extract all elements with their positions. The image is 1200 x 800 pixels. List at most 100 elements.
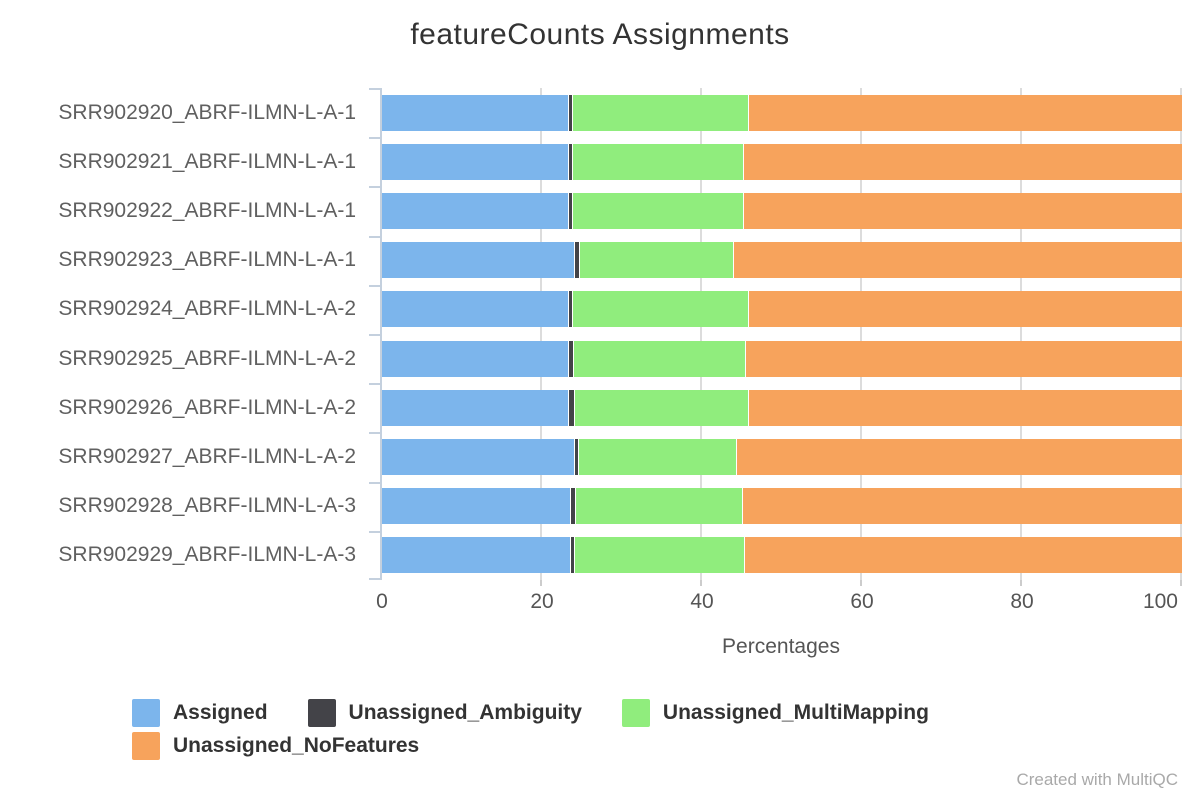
bar-row <box>382 186 1182 235</box>
bar-row <box>382 383 1182 432</box>
legend-label: Unassigned_Ambiguity <box>348 701 582 724</box>
bar-segment-assigned[interactable] <box>382 94 569 131</box>
bar-segment-unassigned_multimapping[interactable] <box>573 340 746 377</box>
bar-row <box>382 432 1182 481</box>
y-axis-label: SRR902928_ABRF-ILMN-L-A-3 <box>58 494 356 518</box>
x-axis-tick-label: 100 <box>1142 590 1178 613</box>
legend-item-unassigned-nofeatures[interactable]: Unassigned_NoFeatures <box>132 731 419 761</box>
ambiguity-swatch-icon <box>307 699 336 727</box>
bar-row <box>382 482 1182 531</box>
bar-segment-unassigned_ambiguity[interactable] <box>567 192 572 229</box>
bar-segment-unassigned_nofeatures[interactable] <box>741 488 1182 525</box>
legend-label: Assigned <box>173 701 268 724</box>
bar-segment-assigned[interactable] <box>382 291 569 328</box>
bar-segment-unassigned_nofeatures[interactable] <box>748 291 1182 328</box>
y-axis-tick <box>369 284 380 287</box>
bar-segment-unassigned_nofeatures[interactable] <box>747 94 1182 131</box>
x-axis-tick-label: 40 <box>690 590 714 613</box>
bar-segment-assigned[interactable] <box>382 389 569 426</box>
bar-segment-assigned[interactable] <box>382 488 570 525</box>
bar-segment-unassigned_multimapping[interactable] <box>572 291 749 328</box>
stacked-bar <box>382 488 1182 525</box>
bar-segment-unassigned_multimapping[interactable] <box>572 94 748 131</box>
gridline-20 <box>540 88 542 580</box>
bar-segment-assigned[interactable] <box>382 242 574 279</box>
y-axis-label: SRR902926_ABRF-ILMN-L-A-2 <box>58 395 356 419</box>
legend-item-assigned[interactable]: Assigned <box>132 698 268 728</box>
bar-segment-assigned[interactable] <box>382 192 568 229</box>
legend-item-unassigned-ambiguity[interactable]: Unassigned_Ambiguity <box>307 698 582 728</box>
y-axis-label: SRR902924_ABRF-ILMN-L-A-2 <box>58 297 356 321</box>
bar-segment-unassigned_multimapping[interactable] <box>578 242 734 279</box>
y-axis-tick <box>369 383 380 386</box>
y-axis-tick <box>369 235 380 238</box>
legend-label: Unassigned_MultiMapping <box>662 701 929 724</box>
bar-segment-unassigned_ambiguity[interactable] <box>568 389 574 426</box>
bar-row <box>382 236 1182 285</box>
bar-segment-unassigned_nofeatures[interactable] <box>742 192 1182 229</box>
stacked-bar <box>382 291 1182 328</box>
gridline-60 <box>860 88 862 580</box>
y-axis-label: SRR902927_ABRF-ILMN-L-A-2 <box>58 444 356 468</box>
bar-segment-unassigned_ambiguity[interactable] <box>568 143 573 180</box>
bar-segment-unassigned_nofeatures[interactable] <box>733 242 1182 279</box>
x-axis-tick-label: 20 <box>530 590 554 613</box>
bar-row <box>382 334 1182 383</box>
bar-segment-assigned[interactable] <box>382 340 569 377</box>
bar-segment-unassigned_nofeatures[interactable] <box>742 143 1182 180</box>
x-axis-tick-label: 80 <box>1010 590 1034 613</box>
y-axis-tick <box>369 137 380 140</box>
bar-segment-unassigned_multimapping[interactable] <box>571 192 743 229</box>
bar-segment-unassigned_nofeatures[interactable] <box>747 389 1182 426</box>
bar-segment-unassigned_ambiguity[interactable] <box>574 438 578 475</box>
y-axis-tick <box>369 432 380 435</box>
bar-segment-unassigned_nofeatures[interactable] <box>743 537 1182 574</box>
stacked-bar <box>382 340 1182 377</box>
bar-row <box>382 531 1182 580</box>
y-axis-tick <box>369 578 380 580</box>
nofeatures-swatch-icon <box>132 732 160 760</box>
bar-segment-unassigned_multimapping[interactable] <box>572 143 743 180</box>
legend-items: Assigned Unassigned_Ambiguity Unassigned… <box>132 698 1068 761</box>
stacked-bar <box>382 143 1182 180</box>
bar-segment-unassigned_ambiguity[interactable] <box>568 94 573 131</box>
multimapping-swatch-icon <box>621 699 650 727</box>
bar-segment-unassigned_ambiguity[interactable] <box>570 488 575 525</box>
bar-segment-unassigned_nofeatures[interactable] <box>745 340 1182 377</box>
legend-item-unassigned-multimapping[interactable]: Unassigned_MultiMapping <box>621 698 929 728</box>
bar-segment-assigned[interactable] <box>382 537 570 574</box>
stacked-bar <box>382 389 1182 426</box>
y-axis-tick <box>369 186 380 189</box>
legend-label: Unassigned_NoFeatures <box>173 734 420 757</box>
x-axis-tick <box>1020 580 1022 586</box>
bar-segment-assigned[interactable] <box>382 438 574 475</box>
x-axis-tick <box>860 580 862 586</box>
x-axis-title: Percentages <box>722 635 840 658</box>
y-axis-label: SRR902922_ABRF-ILMN-L-A-1 <box>58 198 356 222</box>
bar-row <box>382 285 1182 334</box>
bar-segment-unassigned_multimapping[interactable] <box>574 537 744 574</box>
bar-segment-unassigned_nofeatures[interactable] <box>735 438 1182 475</box>
y-axis-label: SRR902925_ABRF-ILMN-L-A-2 <box>58 346 356 370</box>
bar-segment-unassigned_multimapping[interactable] <box>578 438 736 475</box>
gridline-40 <box>700 88 702 580</box>
bar-segment-unassigned_ambiguity[interactable] <box>568 340 574 377</box>
y-axis-label: SRR902929_ABRF-ILMN-L-A-3 <box>58 543 356 567</box>
bar-segment-assigned[interactable] <box>382 143 569 180</box>
gridline-100 <box>1180 88 1182 580</box>
bar-segment-unassigned_multimapping[interactable] <box>573 389 748 426</box>
y-axis-label: SRR902921_ABRF-ILMN-L-A-1 <box>58 149 356 173</box>
bar-segment-unassigned_ambiguity[interactable] <box>568 291 573 328</box>
bar-segment-unassigned_multimapping[interactable] <box>574 488 742 525</box>
bar-segment-unassigned_ambiguity[interactable] <box>570 537 574 574</box>
y-axis-labels: SRR902920_ABRF-ILMN-L-A-1 SRR902921_ABRF-… <box>0 88 356 580</box>
bar-segment-unassigned_ambiguity[interactable] <box>574 242 579 279</box>
y-axis-tick <box>369 334 380 336</box>
y-axis-tick <box>369 530 380 533</box>
watermark: Created with MultiQC <box>1016 770 1178 789</box>
y-axis-label: SRR902923_ABRF-ILMN-L-A-1 <box>58 248 356 272</box>
x-axis-tick-label: 0 <box>376 590 388 613</box>
bar-row <box>382 88 1182 137</box>
y-axis-label: SRR902920_ABRF-ILMN-L-A-1 <box>58 100 356 124</box>
stacked-bar <box>382 94 1182 131</box>
